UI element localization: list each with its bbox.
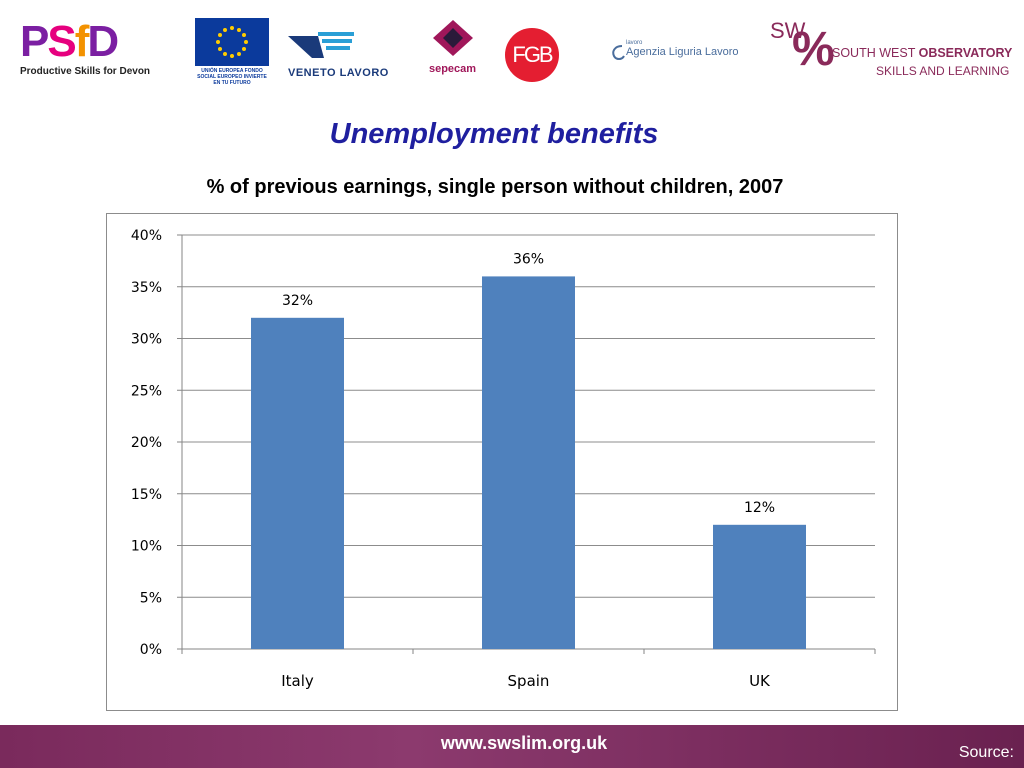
bar (482, 276, 575, 649)
y-tick-label: 0% (140, 642, 162, 658)
category-label: Spain (508, 672, 550, 690)
chart-subtitle: % of previous earnings, single person wi… (206, 176, 784, 198)
liguria-text: Agenzia Liguria Lavoro (626, 46, 739, 58)
data-label: 12% (744, 500, 775, 516)
y-tick-label: 30% (131, 332, 162, 348)
liguria-swirl-icon (612, 45, 625, 60)
category-label: UK (749, 672, 771, 690)
slide-title: Unemployment benefits (329, 118, 659, 150)
bar (713, 524, 806, 649)
south-west-observatory-logo: SW % SOUTH WEST OBSERVATORY SKILLS AND L… (770, 18, 1013, 83)
liguria-small-text: lavoro (626, 40, 643, 46)
psfd-mark: PSfD (20, 17, 119, 66)
y-tick-label: 20% (131, 435, 162, 451)
y-tick-label: 10% (131, 539, 162, 555)
y-tick-label: 25% (131, 383, 162, 399)
fgb-mark: FGB (505, 28, 559, 82)
eu-logo: UNIÓN EUROPEA FONDO SOCIAL EUROPEO INVIE… (195, 18, 273, 92)
psfd-tagline: Productive Skills for Devon (20, 66, 151, 77)
data-label: 32% (282, 293, 313, 309)
psfd-logo: PSfD Productive Skills for Devon (20, 20, 180, 80)
eu-caption: UNIÓN EUROPEA FONDO SOCIAL EUROPEO INVIE… (197, 68, 267, 86)
swo-line2: SKILLS AND LEARNING (876, 64, 1010, 78)
bar-chart: 0% 5% 10% 15% 20% 25% 30% 35% 40% 32% Italy 36% Spai… (131, 228, 876, 690)
swo-line1: SOUTH WEST OBSERVATORY (832, 46, 1013, 60)
bar (251, 317, 344, 649)
sepecam-mark-icon (432, 20, 473, 56)
eu-flag-icon (195, 18, 269, 66)
sepecam-text: sepecam (428, 63, 477, 75)
y-tick-label: 40% (131, 228, 162, 244)
logo-bar: PSfD Productive Skills for Devon UNIÓN E… (0, 0, 1024, 100)
chart-frame: 0% 5% 10% 15% 20% 25% 30% 35% 40% 32% Italy 36% Spai… (106, 213, 898, 711)
sepecam-logo: sepecam (425, 20, 480, 90)
fgb-logo: FGB (505, 28, 600, 88)
y-tick-label: 15% (131, 487, 162, 503)
data-label: 36% (513, 251, 544, 267)
footer-url[interactable]: www.swslim.org.uk (440, 733, 608, 753)
y-tick-label: 35% (131, 280, 162, 296)
category-label: Italy (281, 672, 314, 690)
veneto-text: VENETO LAVORO (288, 67, 389, 79)
footer-bar: www.swslim.org.uk Source: (0, 725, 1024, 768)
swo-sw: SW (770, 18, 806, 43)
swo-percent-icon: % (792, 23, 835, 76)
footer-source: Source: (958, 744, 1014, 761)
veneto-mark-icon (288, 32, 354, 58)
agenzia-liguria-lavoro-logo: lavoro Agenzia Liguria Lavoro (610, 40, 760, 80)
veneto-lavoro-logo: VENETO LAVORO (288, 30, 403, 85)
y-tick-label: 5% (140, 590, 162, 606)
